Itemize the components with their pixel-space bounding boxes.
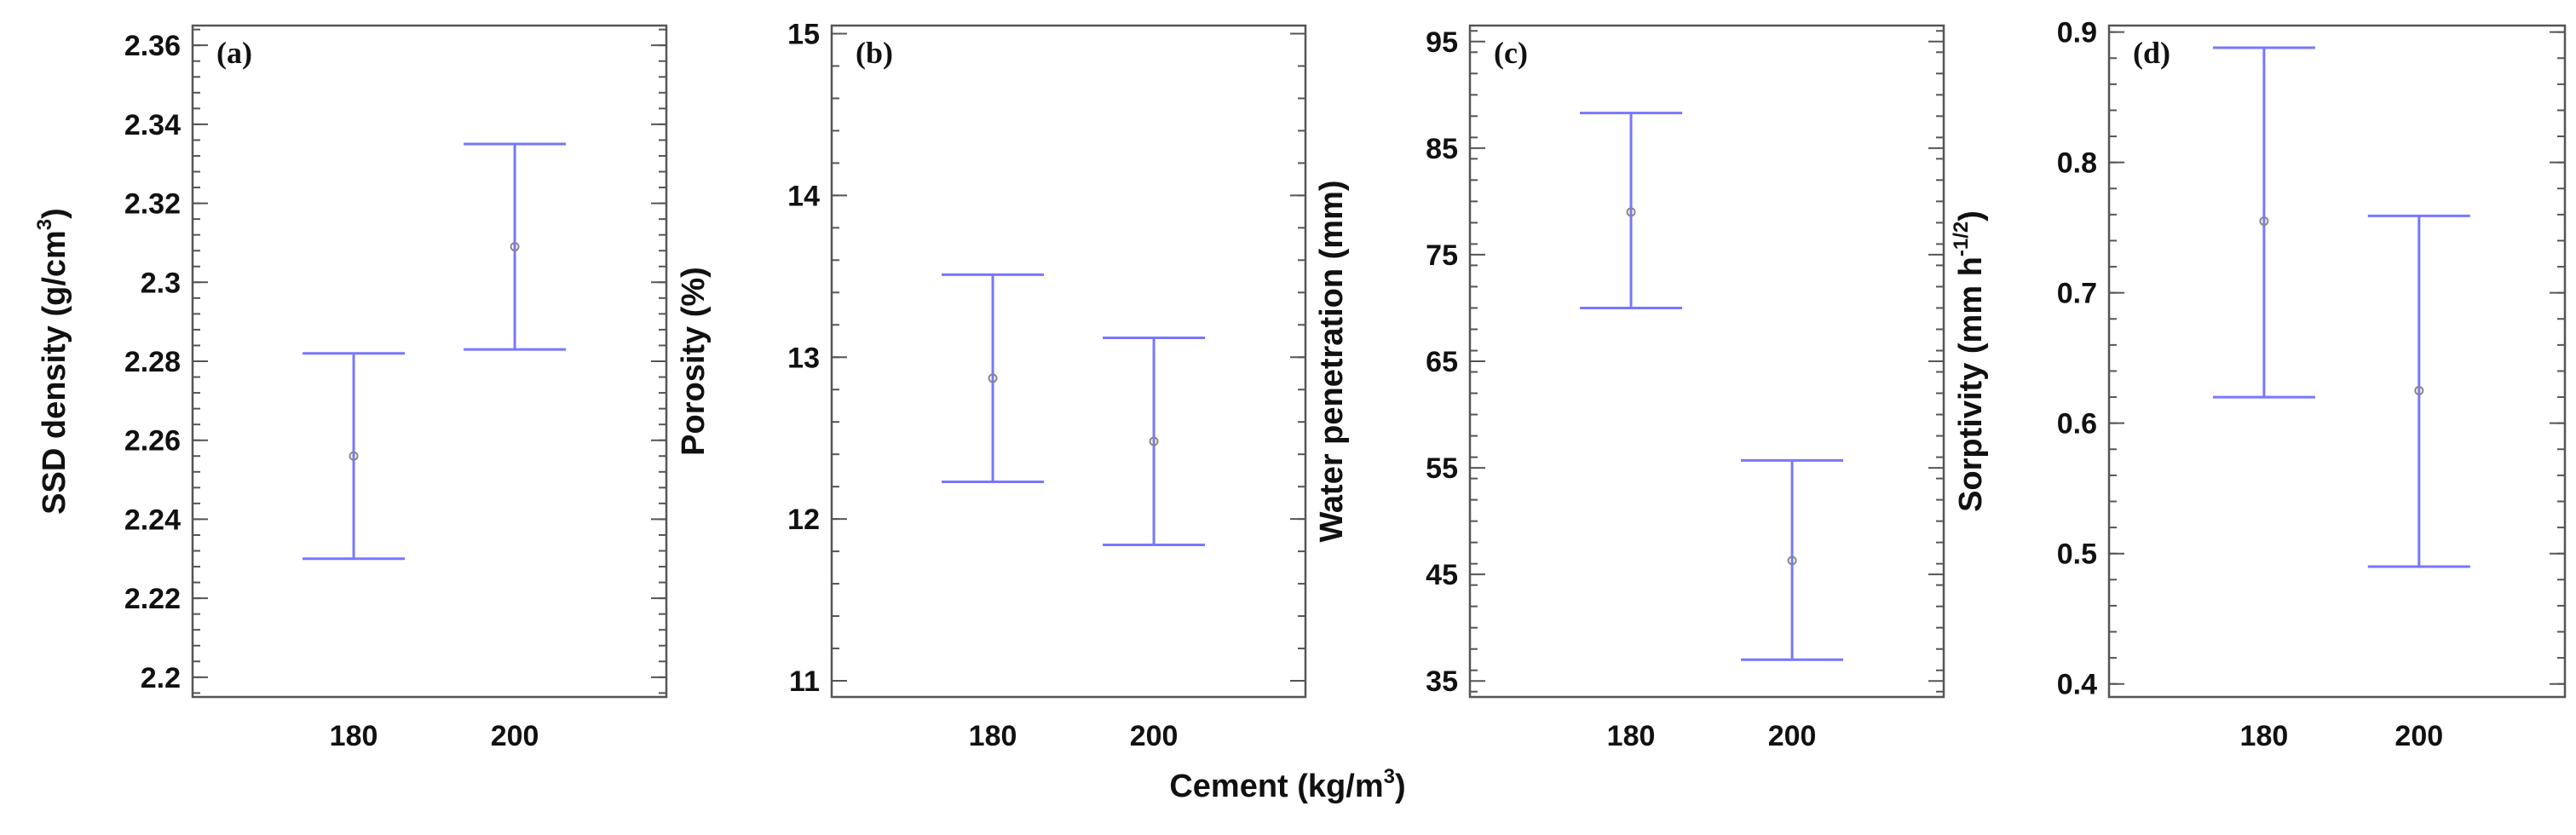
plot-frame xyxy=(191,24,668,699)
y-tick-label: 2.22 xyxy=(124,583,181,615)
panel-tag: (c) xyxy=(1494,36,1528,70)
y-tick-label: 0.5 xyxy=(2057,538,2097,571)
y-tick-label: 0.4 xyxy=(2057,669,2097,701)
y-tick-label: 2.34 xyxy=(124,109,181,141)
panel-tag: (b) xyxy=(856,36,893,70)
panel-tag: (a) xyxy=(216,36,252,70)
y-axis-label: Porosity (%) xyxy=(676,267,712,456)
x-tick-label: 180 xyxy=(330,720,378,752)
y-tick-label: 2.2 xyxy=(141,662,181,694)
x-tick-label: 200 xyxy=(2394,720,2443,752)
mean-point xyxy=(1149,436,1159,446)
x-axis-label: Cement (kg/m3) xyxy=(1169,765,1405,804)
x-tick-label: 200 xyxy=(491,720,539,752)
x-tick-label: 180 xyxy=(1607,720,1656,752)
panel-a: 2.2 2.22 2.24 2.26 2.28 2.3 2.32 2.34 2.36 (a) SSD… xyxy=(33,24,668,752)
y-tick-label: 35 xyxy=(1426,665,1458,698)
panels: 2.2 2.22 2.24 2.26 2.28 2.3 2.32 2.34 2.36 (a) SSD… xyxy=(33,17,2567,752)
panel-tag: (d) xyxy=(2133,36,2170,70)
panel-d: 0.4 0.5 0.6 0.7 0.8 0.9 (d) Sorptivity (mm h-1/… xyxy=(1950,17,2567,752)
x-tick-label: 180 xyxy=(969,720,1017,752)
y-tick-label: 15 xyxy=(787,18,820,50)
panel-c: 35 45 55 65 75 85 95 (c) Water penetration (mm) 1… xyxy=(1314,24,1945,752)
mean-point xyxy=(988,373,998,383)
mean-point xyxy=(1626,207,1636,217)
x-tick-label: 180 xyxy=(2240,720,2289,752)
mean-point xyxy=(510,242,520,252)
y-tick-label: 12 xyxy=(787,504,820,536)
y-tick-label: 2.32 xyxy=(124,188,181,221)
x-tick-label: 200 xyxy=(1130,720,1179,752)
y-tick-label: 75 xyxy=(1426,239,1458,272)
y-tick-label: 95 xyxy=(1426,26,1458,59)
y-tick-label: 2.3 xyxy=(141,267,181,299)
y-tick-label: 0.9 xyxy=(2057,17,2097,49)
plot-frame xyxy=(830,24,1307,699)
y-tick-label: 11 xyxy=(789,665,820,698)
y-axis-label: Water penetration (mm) xyxy=(1314,180,1350,542)
y-tick-label: 65 xyxy=(1426,346,1458,378)
x-tick-label: 200 xyxy=(1768,720,1817,752)
y-tick-label: 55 xyxy=(1426,452,1458,485)
plot-frame xyxy=(1468,24,1945,699)
y-tick-label: 0.6 xyxy=(2057,408,2097,441)
panel-b: 11 12 13 14 15 (b) Porosity (%) 180 200 xyxy=(676,18,1307,752)
y-tick-label: 0.7 xyxy=(2057,278,2097,310)
mean-point xyxy=(2259,216,2269,227)
mean-point xyxy=(2414,385,2424,395)
y-tick-label: 14 xyxy=(787,180,820,212)
y-tick-label: 2.28 xyxy=(124,346,181,378)
y-tick-label: 45 xyxy=(1426,559,1458,591)
y-tick-label: 0.8 xyxy=(2057,147,2097,180)
mean-point xyxy=(349,451,359,461)
plot-frame xyxy=(2107,24,2567,699)
y-tick-label: 13 xyxy=(787,342,820,374)
y-tick-label: 85 xyxy=(1426,133,1458,165)
y-axis-label: Sorptivity (mm h-1/2) xyxy=(1950,210,1989,512)
mean-point xyxy=(1787,556,1797,566)
y-axis-label: SSD density (g/cm3) xyxy=(33,208,72,515)
y-tick-label: 2.36 xyxy=(124,30,181,62)
y-tick-label: 2.24 xyxy=(124,504,181,536)
y-tick-label: 2.26 xyxy=(124,425,181,458)
